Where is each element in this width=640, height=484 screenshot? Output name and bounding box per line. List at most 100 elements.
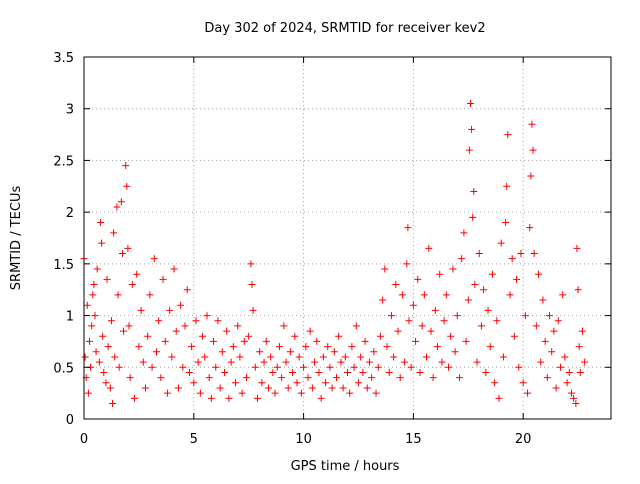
data-point <box>394 327 402 335</box>
data-point <box>359 368 367 376</box>
data-point <box>414 275 422 283</box>
data-point <box>90 281 98 289</box>
data-point <box>168 353 176 361</box>
data-point <box>107 317 115 325</box>
data-point <box>578 327 586 335</box>
data-point <box>262 337 270 345</box>
data-point <box>368 374 376 382</box>
data-point <box>491 379 499 387</box>
axis-ticks: 0 0.5 1 1.5 2 2.5 3 3.5 0 5 10 15 20 <box>53 51 611 447</box>
data-point <box>120 327 128 335</box>
data-point <box>207 394 215 402</box>
data-point <box>352 322 360 330</box>
data-point <box>275 343 283 351</box>
data-point <box>567 389 575 397</box>
data-point <box>91 312 99 320</box>
data-point <box>484 306 492 314</box>
data-point <box>141 384 149 392</box>
data-point <box>157 374 165 382</box>
data-point <box>486 343 494 351</box>
data-point <box>308 384 316 392</box>
y-tick-label: 2 <box>66 206 74 221</box>
data-point <box>574 286 582 294</box>
data-point <box>253 394 261 402</box>
data-point <box>289 368 297 376</box>
data-point <box>271 389 279 397</box>
data-point <box>185 368 193 376</box>
data-point <box>510 332 518 340</box>
data-point <box>92 348 100 356</box>
data-point <box>212 363 220 371</box>
data-point <box>114 291 122 299</box>
data-point <box>133 270 141 278</box>
data-point <box>552 384 560 392</box>
data-point <box>337 358 345 366</box>
data-point <box>354 379 362 387</box>
data-point <box>196 389 204 397</box>
data-point <box>137 306 145 314</box>
data-point <box>502 218 510 226</box>
data-point <box>405 317 413 325</box>
data-point <box>240 337 248 345</box>
data-point <box>317 394 325 402</box>
data-point <box>431 306 439 314</box>
data-point <box>493 317 501 325</box>
data-point <box>539 296 547 304</box>
data-point <box>581 358 589 366</box>
data-point <box>203 312 211 320</box>
data-point <box>205 374 213 382</box>
data-point <box>221 368 229 376</box>
y-tick-label: 2.5 <box>53 154 74 169</box>
data-point <box>188 343 196 351</box>
data-point <box>324 343 332 351</box>
data-point <box>504 131 512 139</box>
data-point <box>315 368 323 376</box>
data-points <box>80 100 589 407</box>
data-point <box>135 343 143 351</box>
data-point <box>248 281 256 289</box>
data-point <box>284 384 292 392</box>
data-point <box>469 213 477 221</box>
data-point <box>423 353 431 361</box>
data-point <box>535 270 543 278</box>
data-point <box>291 332 299 340</box>
data-point <box>398 291 406 299</box>
data-point <box>370 348 378 356</box>
data-point <box>357 353 365 361</box>
data-point <box>528 120 536 128</box>
data-point <box>297 389 305 397</box>
data-point <box>313 337 321 345</box>
data-point <box>468 125 476 133</box>
data-point <box>404 224 412 232</box>
data-point <box>499 353 507 361</box>
data-point <box>550 327 558 335</box>
data-point <box>462 337 470 345</box>
data-point <box>470 187 478 195</box>
data-point <box>477 322 485 330</box>
data-point <box>346 389 354 397</box>
data-point <box>556 363 564 371</box>
data-point <box>85 337 93 345</box>
data-point <box>328 384 336 392</box>
data-point <box>363 384 371 392</box>
data-point <box>118 250 126 258</box>
data-point <box>482 368 490 376</box>
data-point <box>106 384 114 392</box>
data-point <box>100 368 108 376</box>
data-point <box>273 363 281 371</box>
data-point <box>183 286 191 294</box>
data-point <box>335 332 343 340</box>
x-axis-label: GPS time / hours <box>291 459 400 474</box>
data-point <box>383 343 391 351</box>
data-point <box>242 374 250 382</box>
data-point <box>95 358 103 366</box>
data-point <box>425 244 433 252</box>
grid-lines <box>84 57 611 419</box>
data-point <box>455 374 463 382</box>
data-point <box>517 250 525 258</box>
chart-title: Day 302 of 2024, SRMTID for receiver kev… <box>204 21 485 36</box>
data-point <box>110 229 118 237</box>
data-point <box>427 327 435 335</box>
data-point <box>447 332 455 340</box>
data-point <box>460 229 468 237</box>
